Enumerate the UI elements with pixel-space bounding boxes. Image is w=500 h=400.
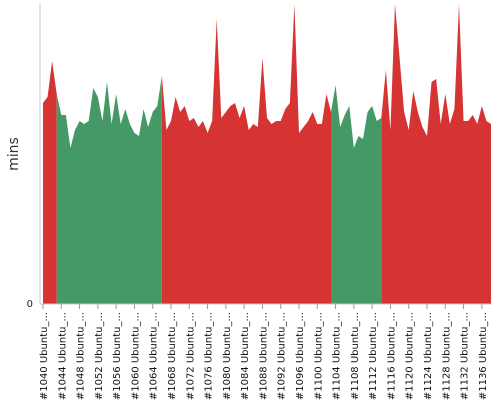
x-tick-label: #1044 Ubuntu_... <box>57 312 68 400</box>
x-tick-label: #1116 Ubuntu_... <box>386 312 397 400</box>
x-tick-label: #1060 Ubuntu_... <box>130 312 141 400</box>
x-tick-label: #1084 Ubuntu_... <box>240 312 251 400</box>
x-tick-label: #1064 Ubuntu_... <box>149 312 160 400</box>
x-tick-label: #1112 Ubuntu_... <box>368 312 379 400</box>
x-tick-label: #1096 Ubuntu_... <box>295 312 306 400</box>
x-tick-label: #1136 Ubuntu_... <box>478 312 489 400</box>
x-tick-label: #1080 Ubuntu_... <box>222 312 233 400</box>
area-segment-success-1 <box>56 76 162 304</box>
area-segment-failure-4 <box>381 4 491 304</box>
x-tick-label: #1048 Ubuntu_... <box>76 312 87 400</box>
x-tick-label: #1128 Ubuntu_... <box>441 312 452 400</box>
x-tick-label: #1108 Ubuntu_... <box>350 312 361 400</box>
x-tick-label: #1092 Ubuntu_... <box>277 312 288 400</box>
x-tick-label: #1088 Ubuntu_... <box>258 312 269 400</box>
x-tick-label: #1100 Ubuntu_... <box>313 312 324 400</box>
x-tick-label: #1124 Ubuntu_... <box>423 312 434 400</box>
x-tick-layer: #1040 Ubuntu_... #1044 Ubuntu_... #1048 Ub… <box>39 304 489 400</box>
x-tick-label: #1072 Ubuntu_... <box>185 312 196 400</box>
y-axis-label: mins <box>6 137 22 171</box>
x-tick-label: #1076 Ubuntu_... <box>204 312 215 400</box>
x-tick-label: #1040 Ubuntu_... <box>39 312 50 400</box>
y-tick-label: 0 <box>27 299 33 310</box>
x-tick-label: #1056 Ubuntu_... <box>112 312 123 400</box>
x-tick-label: #1052 Ubuntu_... <box>94 312 105 400</box>
area-layer <box>43 4 491 304</box>
area-segment-failure-0 <box>43 61 57 304</box>
area-segment-failure-2 <box>161 4 331 304</box>
x-tick-label: #1068 Ubuntu_... <box>167 312 178 400</box>
x-tick-label: #1120 Ubuntu_... <box>405 312 416 400</box>
area-segment-success-3 <box>331 85 382 304</box>
x-tick-label: #1132 Ubuntu_... <box>460 312 471 400</box>
x-tick-label: #1104 Ubuntu_... <box>332 312 343 400</box>
